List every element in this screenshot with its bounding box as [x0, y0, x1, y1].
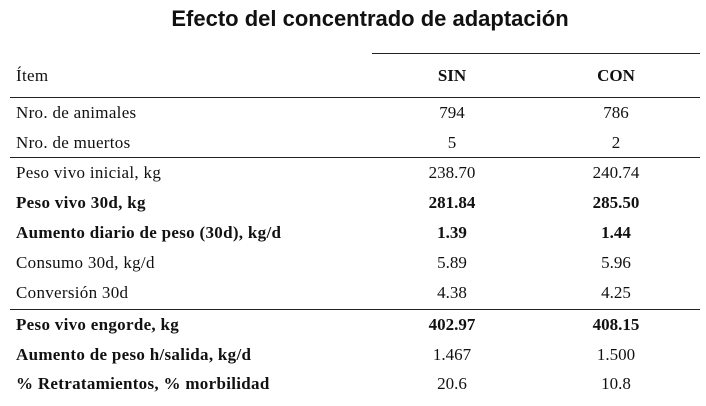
- row-label: Conversión 30d: [16, 283, 129, 302]
- top-rule: [372, 53, 700, 54]
- column-header-con: CON: [597, 66, 635, 85]
- row-value-con: 2: [611, 133, 621, 152]
- row-value-con: 240.74: [592, 163, 640, 182]
- row-value-sin: 4.38: [437, 283, 467, 302]
- row-value-sin: 1.467: [432, 345, 472, 364]
- table-row-aumento-salida: Aumento de peso h/salida, kg/d 1.467 1.5…: [0, 340, 706, 370]
- row-label: Peso vivo inicial, kg: [16, 163, 162, 182]
- table-row-consumo: Consumo 30d, kg/d 5.89 5.96: [0, 248, 706, 278]
- table-title: Efecto del concentrado de adaptación: [171, 6, 569, 31]
- table-row-peso-inicial: Peso vivo inicial, kg 238.70 240.74: [0, 158, 706, 188]
- column-header-sin: SIN: [437, 66, 467, 85]
- row-value-con: 285.50: [592, 193, 640, 212]
- row-value-con: 408.15: [592, 315, 640, 334]
- row-label: Consumo 30d, kg/d: [16, 253, 155, 272]
- row-label: Peso vivo engorde, kg: [16, 315, 180, 334]
- table-row-animales: Nro. de animales 794 786: [0, 98, 706, 128]
- row-value-sin: 5: [447, 133, 457, 152]
- header-rule: [10, 97, 700, 98]
- group-rule-2: [10, 309, 700, 310]
- group-rule-1: [10, 157, 700, 158]
- row-value-con: 4.25: [601, 283, 631, 302]
- row-value-sin: 402.97: [428, 315, 476, 334]
- row-label: Aumento de peso h/salida, kg/d: [16, 345, 252, 364]
- table-row-muertos: Nro. de muertos 5 2: [0, 128, 706, 158]
- row-value-con: 1.500: [596, 345, 636, 364]
- table-row-retratamientos: % Retratamientos, % morbilidad 20.6 10.8: [0, 369, 706, 399]
- row-value-sin: 238.70: [428, 163, 476, 182]
- row-value-con: 5.96: [601, 253, 631, 272]
- row-label: Nro. de animales: [16, 103, 137, 122]
- row-value-sin: 794: [439, 103, 465, 122]
- column-header-item: Ítem: [16, 66, 49, 85]
- row-label: Peso vivo 30d, kg: [16, 193, 146, 212]
- row-label: Nro. de muertos: [16, 133, 131, 152]
- row-value-sin: 5.89: [437, 253, 467, 272]
- row-value-con: 786: [603, 103, 629, 122]
- row-value-con: 10.8: [601, 374, 631, 393]
- table-row-aumento-diario: Aumento diario de peso (30d), kg/d 1.39 …: [0, 218, 706, 248]
- table-row-conversion: Conversión 30d 4.38 4.25: [0, 278, 706, 308]
- row-value-con: 1.44: [601, 223, 631, 242]
- table-row-peso-engorde: Peso vivo engorde, kg 402.97 408.15: [0, 310, 706, 340]
- row-value-sin: 281.84: [428, 193, 476, 212]
- row-label: Aumento diario de peso (30d), kg/d: [16, 223, 282, 242]
- row-value-sin: 1.39: [437, 223, 467, 242]
- table-row-peso-30d: Peso vivo 30d, kg 281.84 285.50: [0, 188, 706, 218]
- table-header-row: Ítem SIN CON: [0, 61, 706, 91]
- row-label: % Retratamientos, % morbilidad: [16, 374, 270, 393]
- row-value-sin: 20.6: [437, 374, 467, 393]
